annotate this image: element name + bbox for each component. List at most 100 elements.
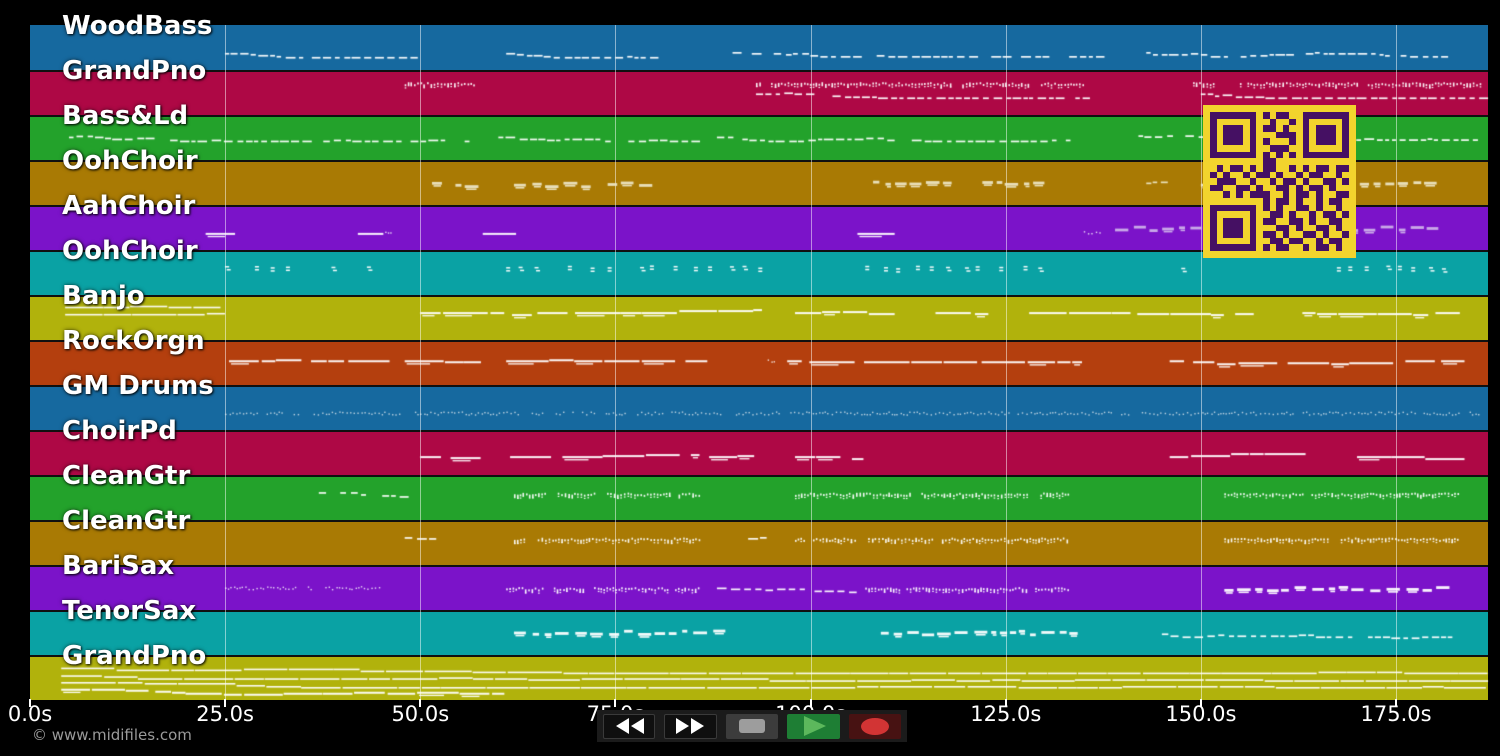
qr-module [1342, 158, 1349, 165]
qr-module [1342, 204, 1349, 212]
qr-module [1269, 244, 1277, 251]
qr-module [1309, 211, 1316, 218]
qr-module [1322, 138, 1330, 146]
copyright-notice: © www.midifiles.com [32, 726, 192, 744]
play-icon [796, 714, 830, 738]
qr-module [1216, 231, 1224, 238]
qr-module [1329, 204, 1336, 212]
qr-module [1262, 198, 1270, 205]
qr-module [1329, 178, 1336, 185]
qr-module [1249, 244, 1257, 251]
qr-module [1243, 131, 1250, 139]
qr-module [1269, 138, 1277, 146]
qr-module [1229, 244, 1237, 251]
qr-module [1296, 158, 1303, 165]
record-button[interactable] [848, 713, 901, 739]
qr-module [1282, 237, 1290, 245]
qr-module [1210, 171, 1217, 179]
qr-module [1210, 131, 1217, 139]
qr-module [1249, 184, 1257, 192]
qr-module [1216, 164, 1224, 172]
fast-forward-button[interactable] [664, 713, 717, 739]
qr-module [1276, 112, 1283, 119]
qr-module [1322, 184, 1330, 192]
qr-module [1262, 224, 1270, 232]
qr-module [1296, 198, 1303, 205]
qr-module [1256, 131, 1263, 139]
qr-module [1289, 224, 1297, 232]
play-button[interactable] [787, 713, 840, 739]
qr-module [1329, 145, 1336, 152]
qr-module [1223, 184, 1230, 192]
qr-module [1216, 217, 1224, 225]
qr-module [1302, 191, 1310, 199]
qr-module [1329, 211, 1336, 218]
track-label: CleanGtr [62, 461, 191, 491]
axis-tick-label: 175.0s [1360, 702, 1432, 726]
qr-module [1229, 112, 1237, 119]
qr-module [1216, 178, 1224, 185]
qr-module [1296, 231, 1303, 238]
qr-module [1282, 112, 1290, 119]
qr-module [1216, 191, 1224, 199]
qr-module [1322, 112, 1330, 119]
qr-module [1269, 204, 1277, 212]
qr-module [1302, 211, 1310, 218]
qr-module [1223, 138, 1230, 146]
qr-module [1309, 191, 1316, 199]
qr-module [1282, 191, 1290, 199]
qr-module [1289, 131, 1297, 139]
qr-module [1229, 211, 1237, 218]
qr-module [1249, 231, 1257, 238]
qr-module [1262, 138, 1270, 146]
qr-module [1243, 158, 1250, 165]
qr-module [1289, 112, 1297, 119]
qr-module [1256, 158, 1263, 165]
qr-module [1249, 118, 1257, 126]
qr-module [1315, 118, 1323, 126]
qr-module [1309, 145, 1316, 152]
qr-module [1309, 224, 1316, 232]
qr-module [1335, 158, 1343, 165]
qr-module [1322, 164, 1330, 172]
qr-module [1216, 138, 1224, 146]
qr-module [1276, 158, 1283, 165]
qr-module [1269, 164, 1277, 172]
qr-module [1329, 151, 1336, 159]
qr-module [1216, 112, 1224, 119]
qr-module [1315, 217, 1323, 225]
qr-module [1329, 112, 1336, 119]
qr-module [1216, 211, 1224, 218]
qr-module [1282, 125, 1290, 132]
qr-module [1315, 158, 1323, 165]
qr-module [1229, 118, 1237, 126]
qr-module [1335, 131, 1343, 139]
qr-module [1262, 131, 1270, 139]
qr-module [1256, 171, 1263, 179]
rewind-button[interactable] [603, 713, 656, 739]
qr-module [1335, 237, 1343, 245]
qr-module [1216, 151, 1224, 159]
qr-module [1315, 131, 1323, 139]
qr-module [1236, 138, 1244, 146]
qr-module [1229, 198, 1237, 205]
stop-button[interactable] [725, 713, 779, 739]
qr-module [1289, 158, 1297, 165]
qr-module [1335, 244, 1343, 251]
qr-module [1236, 151, 1244, 159]
qr-module [1335, 198, 1343, 205]
axis-tick-label: 125.0s [970, 702, 1042, 726]
qr-module [1282, 244, 1290, 251]
qr-module [1309, 204, 1316, 212]
qr-module [1262, 112, 1270, 119]
qr-module [1315, 237, 1323, 245]
qr-module [1335, 151, 1343, 159]
qr-module [1269, 158, 1277, 165]
qr-module [1335, 138, 1343, 146]
qr-module [1302, 171, 1310, 179]
qr-module [1249, 151, 1257, 159]
qr-module [1329, 198, 1336, 205]
qr-module [1335, 125, 1343, 132]
qr-module [1216, 184, 1224, 192]
qr-module [1289, 198, 1297, 205]
